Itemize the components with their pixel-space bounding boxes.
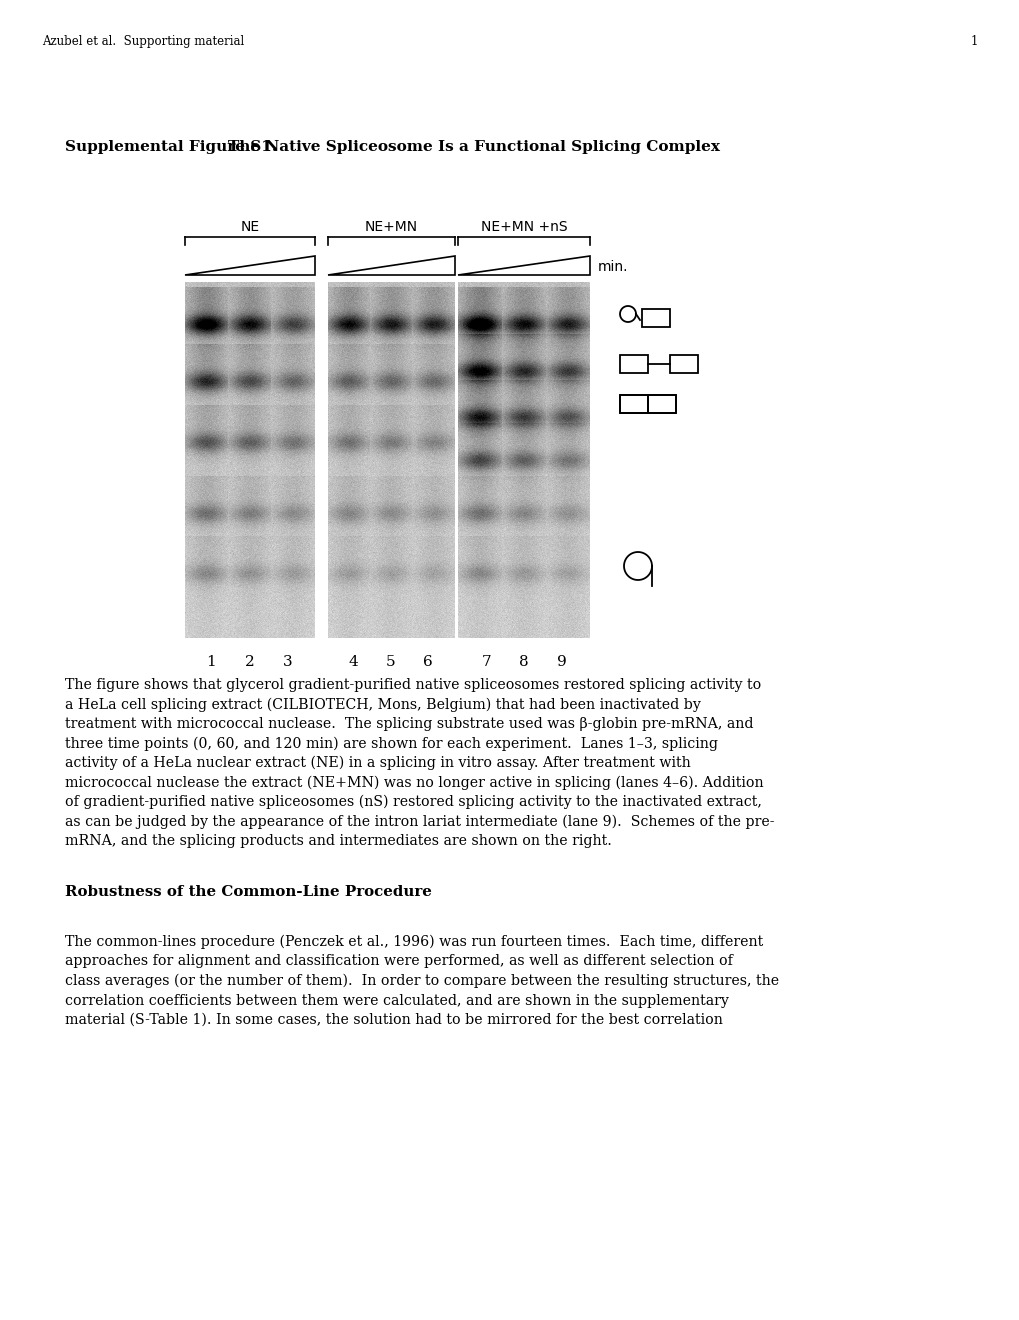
- Text: treatment with micrococcal nuclease.  The splicing substrate used was β-globin p: treatment with micrococcal nuclease. The…: [65, 717, 753, 731]
- Text: The common-lines procedure (Penczek et al., 1996) was run fourteen times.  Each : The common-lines procedure (Penczek et a…: [65, 935, 762, 949]
- Text: 6: 6: [423, 655, 432, 669]
- Text: NE+MN: NE+MN: [364, 220, 417, 234]
- Text: micrococcal nuclease the extract (NE+MN) was no longer active in splicing (lanes: micrococcal nuclease the extract (NE+MN)…: [65, 776, 763, 789]
- Text: NE+MN +nS: NE+MN +nS: [480, 220, 567, 234]
- Bar: [641, 309, 669, 327]
- Text: 3: 3: [283, 655, 292, 669]
- Text: min.: min.: [597, 260, 628, 275]
- Text: 1: 1: [206, 655, 216, 669]
- Text: of gradient-purified native spliceosomes (nS) restored splicing activity to the : of gradient-purified native spliceosomes…: [65, 795, 761, 809]
- Bar: [620, 355, 647, 374]
- Text: The figure shows that glycerol gradient-purified native spliceosomes restored sp: The figure shows that glycerol gradient-…: [65, 678, 760, 692]
- Text: class averages (or the number of them).  In order to compare between the resulti: class averages (or the number of them). …: [65, 974, 779, 989]
- Bar: [647, 395, 676, 413]
- Text: as can be judged by the appearance of the intron lariat intermediate (lane 9).  : as can be judged by the appearance of th…: [65, 814, 773, 829]
- Text: mRNA, and the splicing products and intermediates are shown on the right.: mRNA, and the splicing products and inte…: [65, 834, 611, 847]
- Text: 9: 9: [556, 655, 567, 669]
- Bar: [315, 282, 328, 638]
- Text: correlation coefficients between them were calculated, and are shown in the supp: correlation coefficients between them we…: [65, 994, 729, 1007]
- Text: Azubel et al.  Supporting material: Azubel et al. Supporting material: [42, 36, 244, 48]
- Text: activity of a HeLa nuclear extract (NE) in a splicing in vitro assay. After trea: activity of a HeLa nuclear extract (NE) …: [65, 756, 690, 771]
- Bar: [620, 395, 647, 413]
- Bar: [669, 355, 697, 374]
- Text: 2: 2: [245, 655, 255, 669]
- Text: approaches for alignment and classification were performed, as well as different: approaches for alignment and classificat…: [65, 954, 733, 969]
- Text: three time points (0, 60, and 120 min) are shown for each experiment.  Lanes 1–3: three time points (0, 60, and 120 min) a…: [65, 737, 717, 751]
- Text: 1: 1: [970, 36, 977, 48]
- Text: material (S-Table 1). In some cases, the solution had to be mirrored for the bes: material (S-Table 1). In some cases, the…: [65, 1012, 722, 1027]
- Text: Robustness of the Common-Line Procedure: Robustness of the Common-Line Procedure: [65, 884, 431, 899]
- Bar: [620, 395, 676, 413]
- Text: The Native Spliceosome Is a Functional Splicing Complex: The Native Spliceosome Is a Functional S…: [228, 140, 719, 154]
- Bar: [454, 282, 458, 638]
- Text: 7: 7: [482, 655, 491, 669]
- Text: NE: NE: [240, 220, 259, 234]
- Text: a HeLa cell splicing extract (CILBIOTECH, Mons, Belgium) that had been inactivat: a HeLa cell splicing extract (CILBIOTECH…: [65, 697, 700, 711]
- Text: 4: 4: [347, 655, 358, 669]
- Text: 5: 5: [386, 655, 395, 669]
- Text: 8: 8: [519, 655, 528, 669]
- Text: Supplemental Figure S1.: Supplemental Figure S1.: [65, 140, 277, 154]
